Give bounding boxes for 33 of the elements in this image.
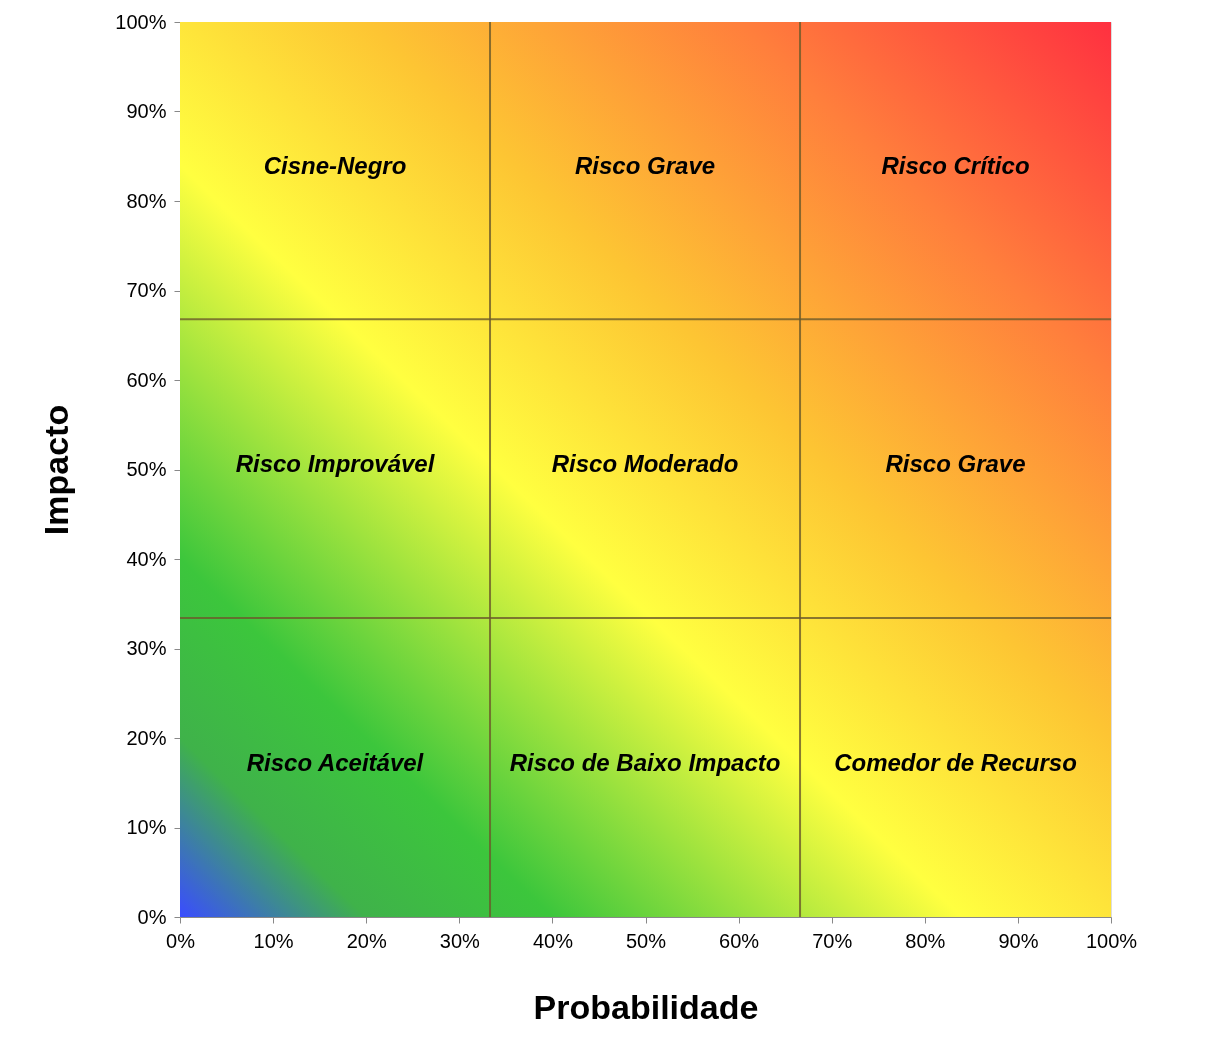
y-tick-label: 40%	[126, 547, 167, 570]
x-tick-label: 50%	[625, 929, 667, 952]
x-tick-label: 60%	[719, 929, 760, 952]
annotation: Risco Aceitável	[246, 748, 425, 776]
y-tick-label: 100%	[115, 10, 167, 33]
y-tick-label: 80%	[126, 189, 167, 212]
annotation: Risco Grave	[575, 151, 716, 179]
y-tick-label: 50%	[126, 458, 167, 480]
x-axis-title: Probabilidade	[533, 987, 759, 1026]
annotation: Risco Crítico	[881, 151, 1030, 179]
x-tick-label: 10%	[253, 929, 294, 952]
y-tick-label: 90%	[126, 100, 167, 122]
y-axis-title: Impacto	[37, 404, 76, 536]
y-tick-label: 20%	[126, 726, 167, 749]
x-tick-label: 40%	[532, 929, 574, 952]
x-tick-label: 100%	[1085, 929, 1138, 952]
x-tick-label: 30%	[439, 929, 481, 952]
y-tick-label: 10%	[126, 816, 167, 838]
annotation: Risco Moderado	[551, 449, 739, 477]
y-tick-label: 70%	[126, 279, 167, 301]
annotation: Risco de Baixo Impacto	[509, 748, 781, 776]
annotation: Comedor de Recurso	[834, 748, 1077, 776]
annotation: Risco Grave	[885, 449, 1026, 477]
x-tick-label: 20%	[346, 929, 387, 952]
x-tick-label: 0%	[166, 929, 196, 952]
x-tick-label: 70%	[812, 929, 853, 952]
y-tick-label: 0%	[137, 905, 167, 928]
y-tick-label: 60%	[126, 368, 167, 391]
annotation: Risco Improvável	[235, 449, 436, 477]
x-tick-label: 80%	[905, 929, 946, 952]
x-tick-label: 90%	[998, 929, 1039, 952]
annotation: Cisne-Negro	[263, 151, 407, 179]
y-tick-label: 30%	[126, 637, 167, 659]
